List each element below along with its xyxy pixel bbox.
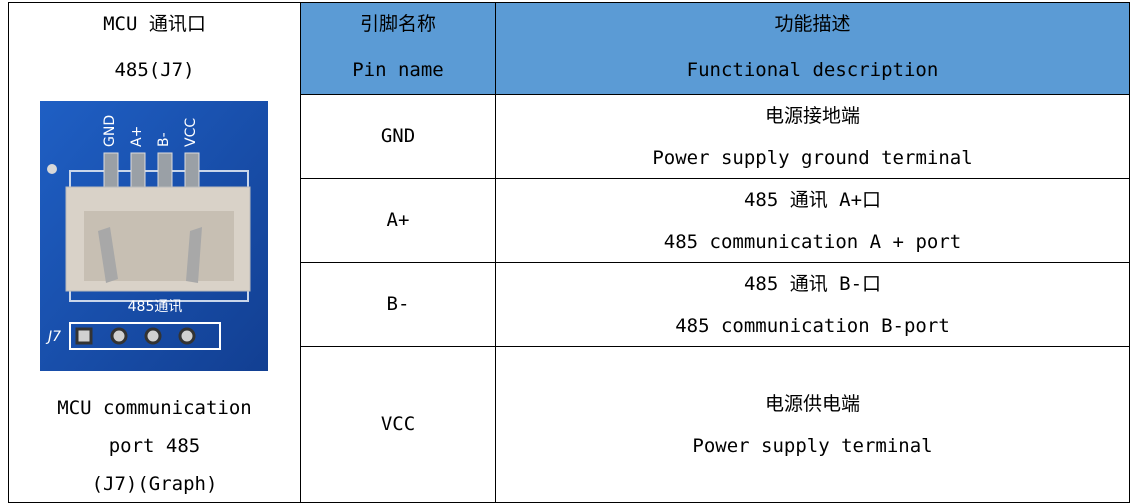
border [300,178,1130,179]
header-background [300,2,1130,94]
pin-cell: B- [386,293,410,315]
caption-line: MCU communication [57,397,252,419]
pin-label: B- [156,132,172,147]
border [8,2,1130,3]
border [495,2,496,503]
desc-cell: 485 通讯 B-口 485 communication B-port [496,263,1129,346]
header-text: 功能描述 [774,13,851,35]
port-cell: MCU 通讯口 485(J7) GND A+ B- VCC 485通讯 J7 M… [9,3,300,502]
border [300,2,301,503]
pin-label: VCC [183,118,199,147]
desc-cell: 电源接地端 Power supply ground terminal [496,95,1129,178]
desc-en: 485 communication A + port [663,230,962,253]
border [8,502,1130,503]
desc-en: Power supply ground terminal [652,146,973,169]
border [1129,2,1130,503]
desc-cn: 485 通讯 A+口 [743,188,882,211]
border [300,262,1130,263]
desc-cell: 电源供电端 Power supply terminal [496,347,1129,502]
border [8,2,9,503]
desc-cn: 电源接地端 [764,104,860,127]
pin-cell: VCC [380,413,416,435]
header-text: Functional description [686,59,939,81]
header-cell: 功能描述 Functional description [496,3,1129,94]
title-line: 485(J7) [114,59,195,81]
border [300,346,1130,347]
header-text: 引脚名称 [359,13,436,35]
board-text: 485通讯 [128,299,183,315]
desc-cn: 485 通讯 B-口 [743,272,882,295]
desc-cn: 电源供电端 [764,392,860,415]
desc-en: Power supply terminal [692,434,933,457]
title-line: MCU 通讯口 [103,13,206,35]
pin-label: GND [102,115,118,147]
header-cell: 引脚名称 Pin name [301,3,495,94]
pin-label: A+ [129,126,145,147]
board-image: GND A+ B- VCC 485通讯 J7 [40,101,268,371]
pin-cell: A+ [386,209,410,231]
desc-cell: 485 通讯 A+口 485 communication A + port [496,179,1129,262]
desc-en: 485 communication B-port [675,314,950,337]
border [300,94,1130,95]
header-text: Pin name [352,59,444,81]
pin-cell: GND [380,125,416,147]
caption-line: (J7)(Graph) [91,473,218,495]
connector-label: J7 [45,329,61,345]
caption-line: port 485 [108,435,201,457]
